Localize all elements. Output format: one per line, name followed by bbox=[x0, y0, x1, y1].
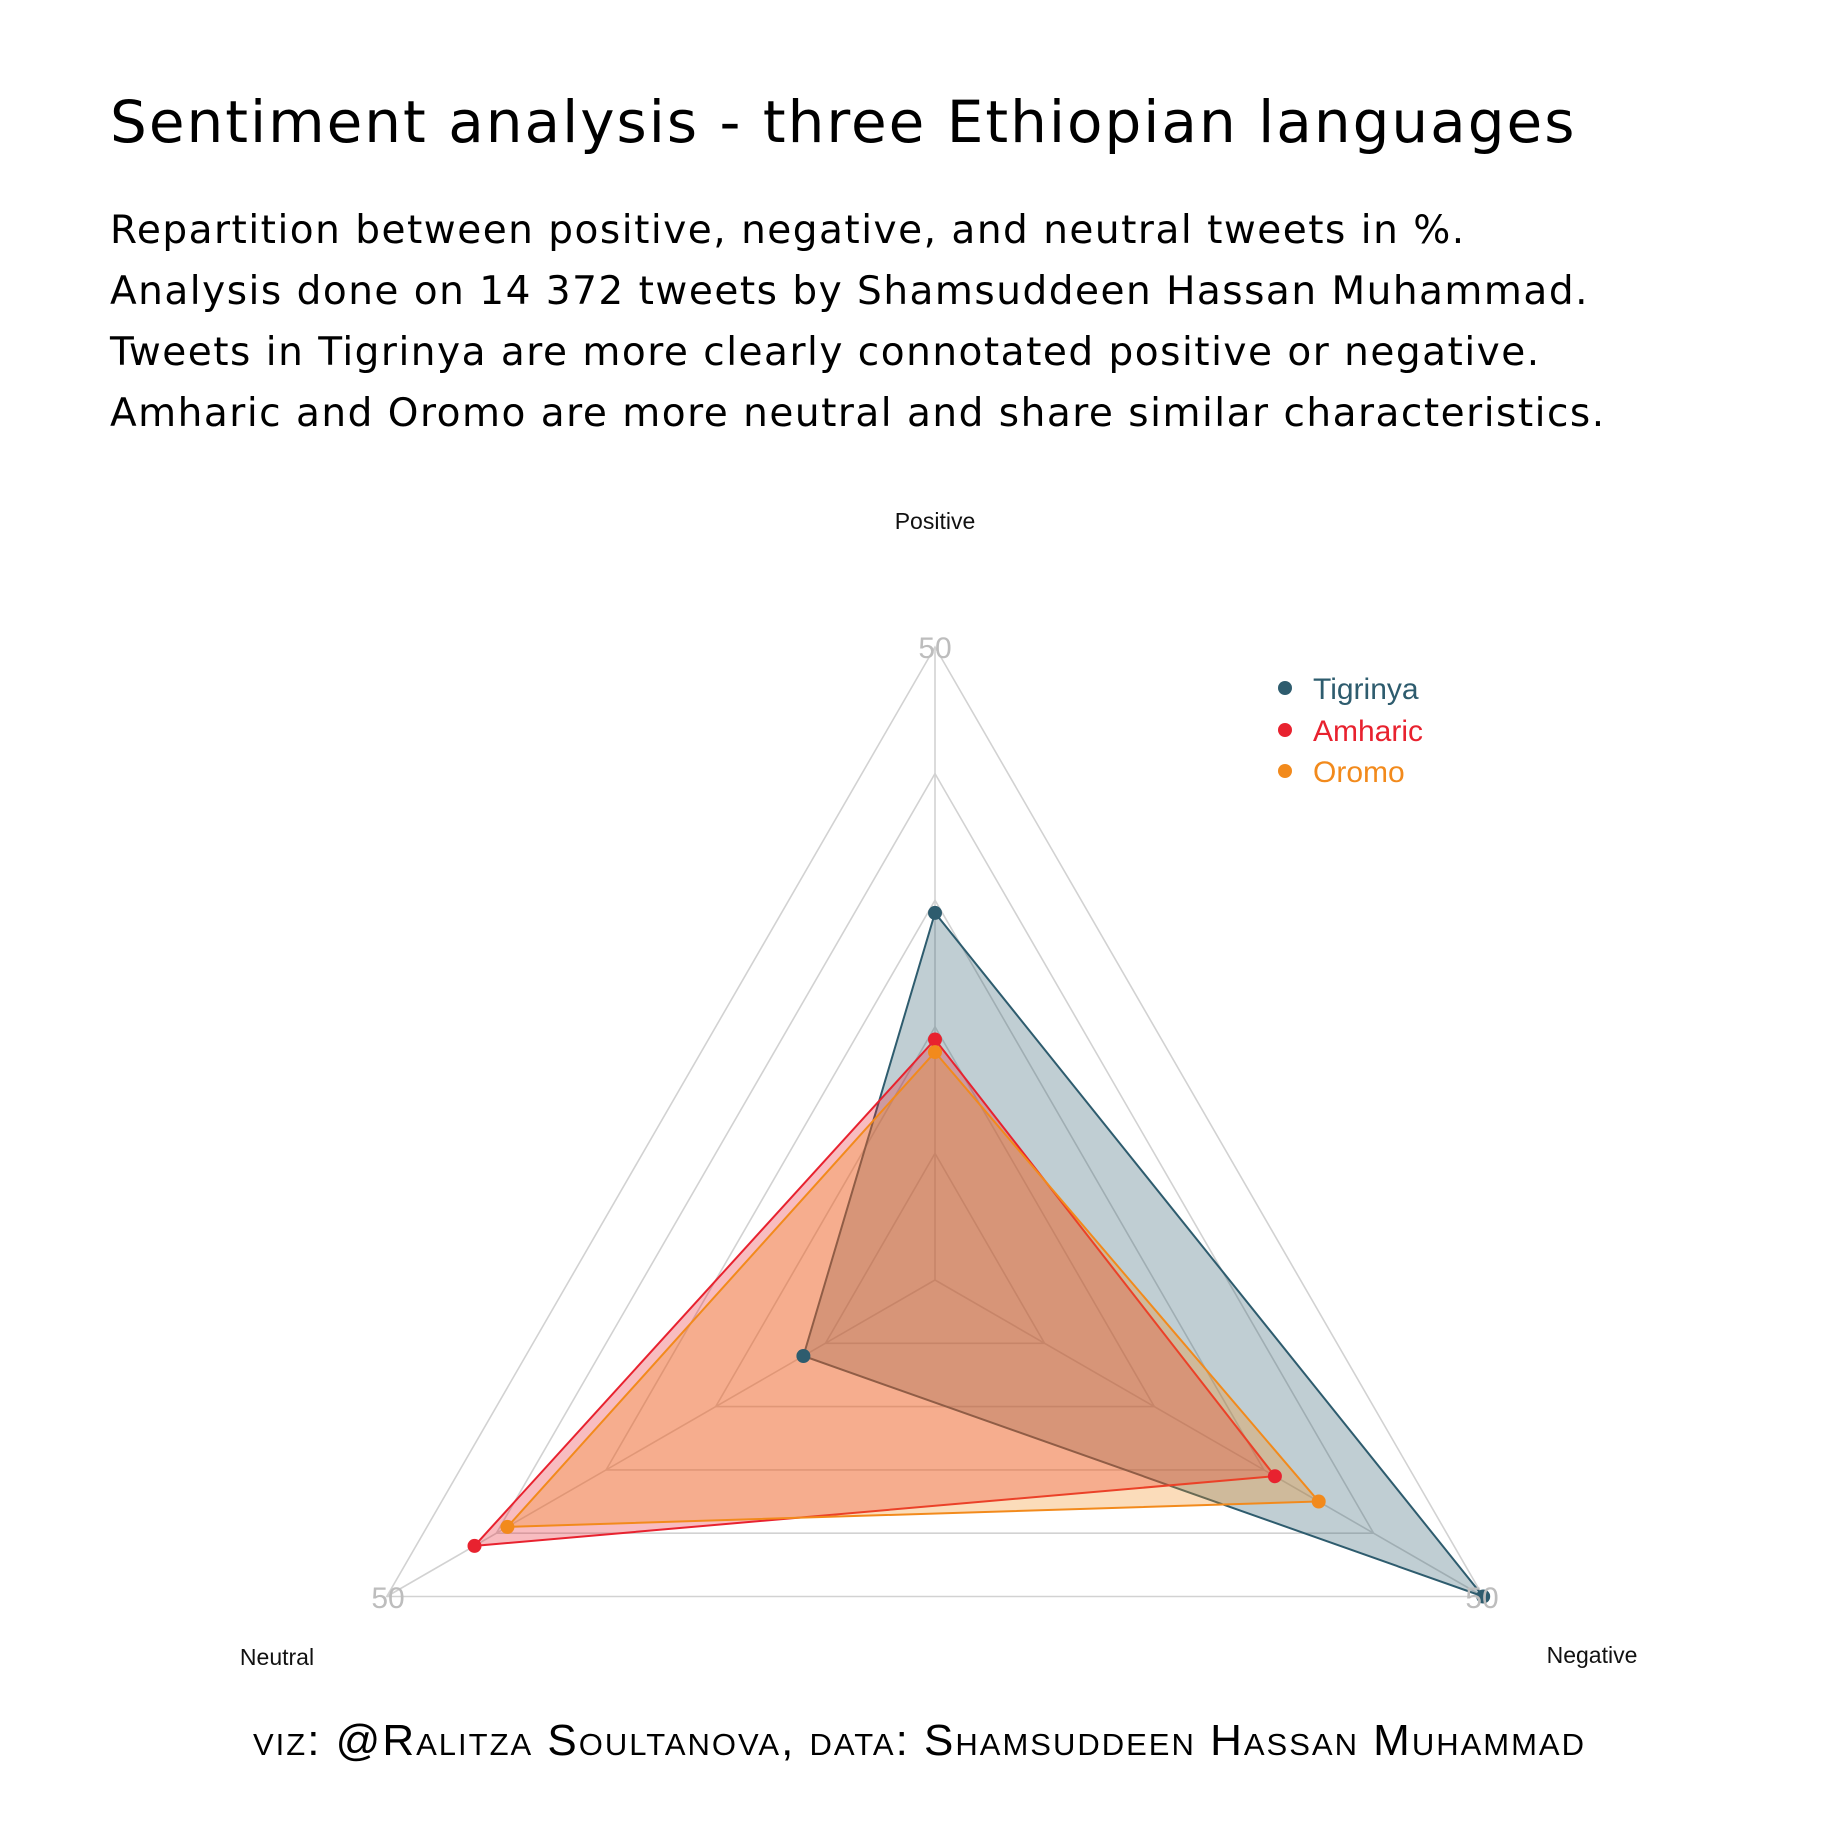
series-area-tigrinya bbox=[802, 910, 1487, 1599]
radar-series bbox=[467, 905, 1491, 1604]
data-point-tigrinya-neutral bbox=[796, 1349, 811, 1363]
legend-label: Tigrinya bbox=[1313, 673, 1419, 706]
legend-marker bbox=[1278, 764, 1292, 778]
chart-caption: viz: @Ralitza Soultanova, data: Shamsudd… bbox=[253, 1716, 1586, 1765]
data-point-amharic-neutral bbox=[467, 1538, 482, 1553]
series-area-oromo bbox=[505, 1050, 1321, 1528]
data-point-tigrinya-negative bbox=[1476, 1589, 1491, 1604]
subtitle-line: Analysis done on 14 372 tweets by Shamsu… bbox=[110, 269, 1589, 314]
subtitle-line: Repartition between positive, negative, … bbox=[110, 208, 1466, 253]
data-point-oromo-neutral bbox=[500, 1519, 515, 1534]
tick-label-neutral-max: 50 bbox=[371, 1582, 404, 1615]
legend-item-amharic: Amharic bbox=[1278, 715, 1423, 748]
legend-label: Oromo bbox=[1313, 756, 1405, 789]
grid-ring bbox=[604, 898, 1266, 1471]
data-point-amharic-negative bbox=[1267, 1469, 1282, 1484]
grid-ring bbox=[824, 1151, 1046, 1345]
subtitle-line: Tweets in Tigrinya are more clearly conn… bbox=[110, 330, 1541, 375]
data-point-oromo-positive bbox=[928, 1045, 942, 1060]
axis-label-neutral: Neutral bbox=[240, 1644, 314, 1670]
data-point-oromo-negative bbox=[1311, 1494, 1326, 1509]
axis-label-positive: Positive bbox=[895, 508, 976, 534]
legend-label: Amharic bbox=[1313, 715, 1423, 748]
grid-ring bbox=[714, 1025, 1156, 1408]
chart-title: Sentiment analysis - three Ethiopian lan… bbox=[110, 88, 1577, 156]
chart-subtitle: Repartition between positive, negative, … bbox=[110, 200, 1606, 444]
grid-ring bbox=[495, 772, 1375, 1534]
data-point-amharic-positive bbox=[928, 1032, 942, 1047]
legend-item-tigrinya: Tigrinya bbox=[1278, 673, 1419, 706]
legend-marker bbox=[1278, 681, 1292, 695]
tick-label-negative-max: 50 bbox=[1465, 1582, 1498, 1615]
legend: Tigrinya Amharic Oromo bbox=[1278, 673, 1423, 789]
series-area-amharic bbox=[472, 1037, 1277, 1548]
legend-marker bbox=[1278, 723, 1292, 737]
axis-label-negative: Negative bbox=[1547, 1642, 1638, 1668]
tick-label-positive-max: 50 bbox=[918, 632, 951, 665]
axis-line bbox=[934, 1279, 1484, 1598]
legend-item-oromo: Oromo bbox=[1278, 756, 1405, 789]
data-point-tigrinya-positive bbox=[928, 905, 942, 920]
grid-ring bbox=[385, 645, 1485, 1598]
subtitle-line: Amharic and Oromo are more neutral and s… bbox=[110, 391, 1606, 436]
